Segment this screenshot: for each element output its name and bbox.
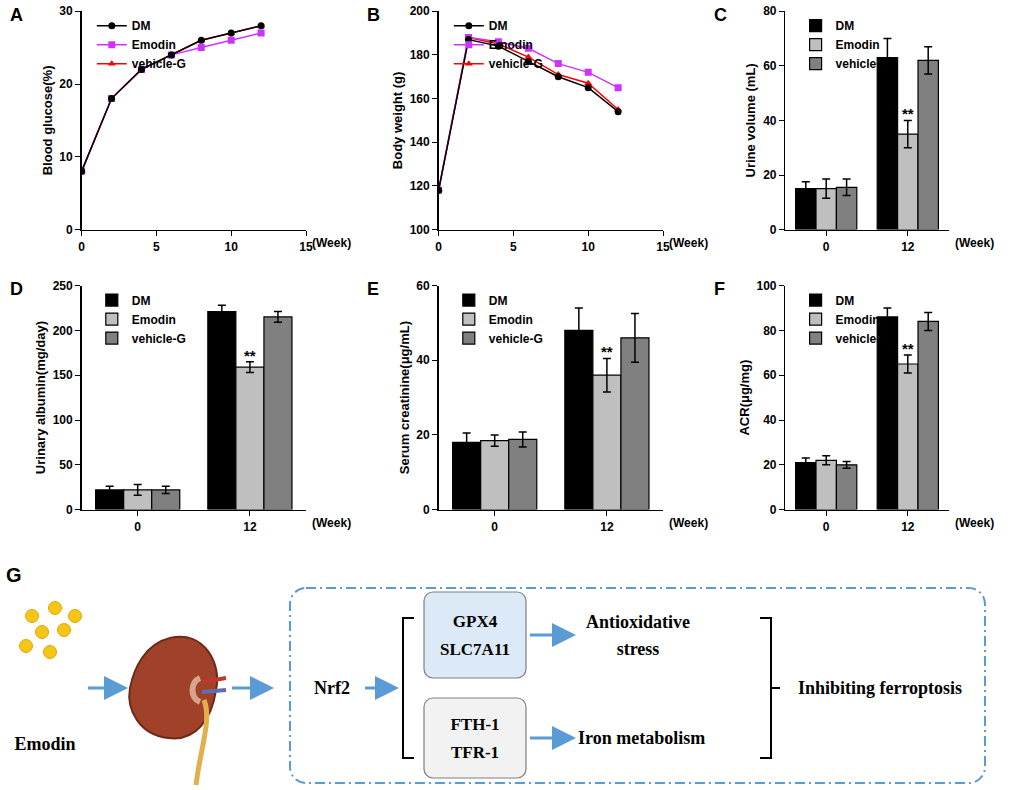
svg-text:DM: DM (132, 19, 151, 33)
svg-text:Body weight (g): Body weight (g) (390, 72, 405, 169)
svg-text:Nrf2: Nrf2 (314, 678, 350, 698)
svg-text:40: 40 (763, 114, 777, 128)
svg-text:(Week): (Week) (955, 516, 994, 530)
svg-text:Urine volume (mL): Urine volume (mL) (743, 63, 758, 177)
svg-text:DM: DM (489, 294, 508, 308)
svg-text:20: 20 (416, 428, 430, 442)
svg-text:C: C (714, 5, 727, 25)
svg-text:F: F (714, 279, 725, 299)
svg-text:DM: DM (836, 294, 855, 308)
svg-text:10: 10 (59, 150, 73, 164)
svg-text:50: 50 (59, 458, 73, 472)
svg-text:12: 12 (600, 520, 614, 534)
svg-text:5: 5 (153, 240, 160, 254)
svg-text:100: 100 (410, 223, 430, 237)
svg-text:(Week): (Week) (312, 236, 351, 250)
svg-text:vehicle-G: vehicle-G (489, 332, 543, 346)
svg-text:vehicle-G: vehicle-G (489, 57, 543, 71)
svg-text:60: 60 (763, 59, 777, 73)
svg-text:40: 40 (763, 413, 777, 427)
svg-text:5: 5 (510, 240, 517, 254)
svg-text:B: B (367, 5, 380, 25)
svg-text:0: 0 (78, 240, 85, 254)
svg-text:12: 12 (901, 240, 915, 254)
svg-text:(Week): (Week) (669, 236, 708, 250)
svg-text:Emodin: Emodin (132, 38, 176, 52)
svg-text:180: 180 (410, 48, 430, 62)
svg-text:Emodin: Emodin (836, 313, 880, 327)
svg-text:0: 0 (423, 503, 430, 517)
svg-text:**: ** (244, 347, 256, 364)
svg-text:SLC7A11: SLC7A11 (440, 640, 510, 659)
svg-text:**: ** (902, 105, 914, 122)
svg-text:40: 40 (416, 353, 430, 367)
svg-text:(Week): (Week) (955, 236, 994, 250)
svg-text:Blood glucose(%): Blood glucose(%) (40, 66, 55, 176)
svg-text:0: 0 (770, 503, 777, 517)
svg-text:vehicle-G: vehicle-G (836, 57, 890, 71)
svg-text:80: 80 (763, 324, 777, 338)
svg-text:0: 0 (66, 503, 73, 517)
svg-text:100: 100 (53, 413, 73, 427)
svg-text:ACR(μg/mg): ACR(μg/mg) (737, 360, 752, 436)
svg-text:80: 80 (763, 4, 777, 18)
svg-text:DM: DM (489, 19, 508, 33)
svg-text:200: 200 (410, 4, 430, 18)
svg-text:DM: DM (836, 19, 855, 33)
svg-text:100: 100 (756, 279, 776, 293)
svg-text:140: 140 (410, 135, 430, 149)
svg-text:vehicle-G: vehicle-G (836, 332, 890, 346)
svg-text:D: D (10, 279, 23, 299)
svg-text:Inhibiting ferroptosis: Inhibiting ferroptosis (798, 678, 962, 698)
svg-text:10: 10 (582, 240, 596, 254)
svg-text:0: 0 (134, 520, 141, 534)
svg-text:Emodin: Emodin (489, 38, 533, 52)
svg-text:0: 0 (435, 240, 442, 254)
svg-text:30: 30 (59, 4, 73, 18)
svg-text:stress: stress (617, 639, 660, 659)
svg-text:0: 0 (823, 240, 830, 254)
svg-text:15: 15 (299, 240, 313, 254)
svg-text:0: 0 (66, 223, 73, 237)
svg-text:60: 60 (416, 279, 430, 293)
svg-text:Urinary albumin(mg/day): Urinary albumin(mg/day) (33, 321, 48, 474)
svg-text:**: ** (601, 343, 613, 360)
svg-text:vehicle-G: vehicle-G (132, 57, 186, 71)
svg-text:60: 60 (763, 368, 777, 382)
svg-text:(Week): (Week) (669, 516, 708, 530)
svg-text:12: 12 (901, 520, 915, 534)
svg-text:20: 20 (59, 77, 73, 91)
svg-text:Emodin: Emodin (14, 734, 75, 754)
svg-text:GPX4: GPX4 (453, 612, 498, 631)
svg-text:20: 20 (763, 458, 777, 472)
svg-text:Emodin: Emodin (836, 38, 880, 52)
svg-text:Serum creatinine(μg/mL): Serum creatinine(μg/mL) (397, 321, 412, 474)
svg-text:E: E (367, 279, 379, 299)
svg-text:TFR-1: TFR-1 (451, 743, 499, 762)
svg-text:160: 160 (410, 92, 430, 106)
svg-text:A: A (10, 5, 23, 25)
svg-text:0: 0 (491, 520, 498, 534)
svg-text:10: 10 (225, 240, 239, 254)
svg-text:Antioxidative: Antioxidative (586, 612, 690, 632)
svg-text:0: 0 (823, 520, 830, 534)
svg-text:DM: DM (132, 294, 151, 308)
svg-text:FTH-1: FTH-1 (450, 715, 499, 734)
svg-text:(Week): (Week) (312, 516, 351, 530)
svg-text:**: ** (902, 340, 914, 357)
svg-text:Emodin: Emodin (132, 313, 176, 327)
svg-text:12: 12 (243, 520, 257, 534)
svg-text:150: 150 (53, 368, 73, 382)
svg-text:Emodin: Emodin (489, 313, 533, 327)
svg-text:20: 20 (763, 168, 777, 182)
svg-text:15: 15 (656, 240, 670, 254)
svg-text:200: 200 (53, 324, 73, 338)
svg-text:vehicle-G: vehicle-G (132, 332, 186, 346)
svg-text:250: 250 (53, 279, 73, 293)
svg-text:0: 0 (770, 223, 777, 237)
svg-text:G: G (6, 564, 22, 586)
svg-text:Iron metabolism: Iron metabolism (578, 728, 705, 748)
svg-text:120: 120 (410, 179, 430, 193)
